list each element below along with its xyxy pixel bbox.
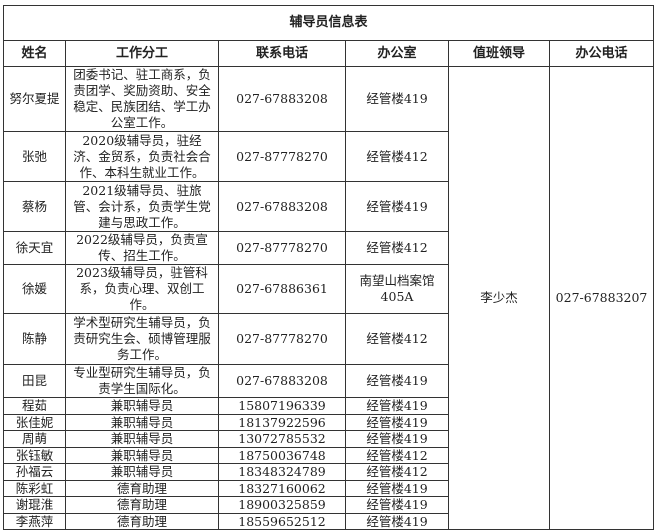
- header-duty-leader: 值班领导: [448, 40, 550, 67]
- phone-cell: 027-87778270: [218, 313, 346, 365]
- office-cell: 经管楼419: [345, 496, 449, 514]
- duty-leader-cell: 李少杰: [448, 66, 550, 530]
- duty-cell: 学术型研究生辅导员，负责研究生会、硕博管理服务工作。: [65, 313, 219, 365]
- office-phone-cell: 027-67883207: [548, 66, 655, 530]
- office-cell: 经管楼412: [345, 313, 449, 365]
- phone-cell: 027-87778270: [218, 131, 346, 182]
- name-cell: 徐天宜: [3, 231, 66, 265]
- duty-cell: 2023级辅导员，驻管科系，负责心理、双创工作。: [65, 264, 219, 314]
- header-office: 办公室: [345, 40, 449, 67]
- phone-cell: 027-67883208: [218, 364, 346, 398]
- counselor-info-table: 辅导员信息表 姓名 工作分工 联系电话 办公室 值班领导 办公电话 努尔夏提 团委…: [2, 5, 655, 530]
- table-row: 李燕萍 德育助理 18559652512 经管楼419: [3, 512, 654, 530]
- phone-cell: 027-67883208: [218, 66, 346, 132]
- phone-cell: 027-87778270: [218, 231, 346, 265]
- table-title: 辅导员信息表: [2, 5, 655, 41]
- table-row: 孙福云 兼职辅导员 18348324789 经管楼412: [3, 463, 654, 481]
- duty-cell: 德育助理: [65, 496, 219, 514]
- duty-cell: 德育助理: [65, 479, 219, 497]
- table-row: 张弛 2020级辅导员，驻经济、金贸系，负责社会合作、本科生就业工作。 027-87…: [3, 131, 654, 182]
- table-row: 徐天宜 2022级辅导员，负责宣传、招生工作。 027-87778270 经管楼412: [3, 231, 654, 265]
- header-phone: 联系电话: [218, 40, 346, 67]
- table-row: 陈静 学术型研究生辅导员，负责研究生会、硕博管理服务工作。 027-87778270…: [3, 313, 654, 365]
- phone-cell: 18750036748: [218, 446, 346, 464]
- header-duty: 工作分工: [65, 40, 219, 67]
- duty-cell: 兼职辅导员: [65, 463, 219, 481]
- table-row: 徐媛 2023级辅导员，驻管科系，负责心理、双创工作。 027-67886361 南望…: [3, 264, 654, 314]
- office-cell: 经管楼412: [345, 231, 449, 265]
- duty-cell: 2020级辅导员，驻经济、金贸系，负责社会合作、本科生就业工作。: [65, 131, 219, 182]
- name-cell: 蔡杨: [3, 181, 66, 232]
- name-cell: 程茹: [3, 397, 66, 415]
- office-cell: 经管楼419: [345, 413, 449, 431]
- phone-cell: 18559652512: [218, 512, 346, 530]
- header-name: 姓名: [3, 40, 66, 67]
- office-cell: 经管楼412: [345, 131, 449, 182]
- phone-cell: 13072785532: [218, 430, 346, 448]
- duty-cell: 团委书记、驻工商系，负责团学、奖励资助、安全稳定、民族团结、学工办公室工作。: [65, 66, 219, 132]
- name-cell: 徐媛: [3, 264, 66, 314]
- phone-cell: 18900325859: [218, 496, 346, 514]
- header-office-phone: 办公电话: [548, 40, 655, 67]
- table-row: 陈彩虹 德育助理 18327160062 经管楼419: [3, 479, 654, 497]
- name-cell: 谢琨淮: [3, 496, 66, 514]
- name-cell: 陈彩虹: [3, 479, 66, 497]
- table-row: 努尔夏提 团委书记、驻工商系，负责团学、奖励资助、安全稳定、民族团结、学工办公室工…: [3, 66, 655, 530]
- duty-cell: 兼职辅导员: [65, 446, 219, 464]
- office-cell: 经管楼419: [345, 430, 449, 448]
- duty-cell: 兼职辅导员: [65, 413, 219, 431]
- office-cell: 经管楼419: [345, 512, 449, 530]
- name-cell: 周萌: [3, 430, 66, 448]
- phone-cell: 18327160062: [218, 479, 346, 497]
- header-row: 姓名 工作分工 联系电话 办公室 值班领导 办公电话: [3, 40, 655, 67]
- name-cell: 李燕萍: [3, 512, 66, 530]
- name-cell: 田昆: [3, 364, 66, 398]
- name-cell: 陈静: [3, 313, 66, 365]
- office-cell: 经管楼419: [345, 181, 449, 232]
- office-cell: 经管楼419: [345, 66, 449, 132]
- name-cell: 张佳妮: [3, 413, 66, 431]
- duty-cell: 专业型研究生辅导员，负责学生国际化。: [65, 364, 219, 398]
- duty-cell: 兼职辅导员: [65, 430, 219, 448]
- office-cell: 经管楼419: [345, 479, 449, 497]
- duty-cell: 兼职辅导员: [65, 397, 219, 415]
- phone-cell: 18137922596: [218, 413, 346, 431]
- duty-cell: 2021级辅导员、驻旅管、会计系，负责学生党建与思政工作。: [65, 181, 219, 232]
- phone-cell: 15807196339: [218, 397, 346, 415]
- office-cell: 经管楼412: [345, 446, 449, 464]
- name-cell: 努尔夏提: [3, 66, 66, 132]
- table-row: 张钰敏 兼职辅导员 18750036748 经管楼412: [3, 446, 654, 464]
- office-cell: 经管楼412: [345, 463, 449, 481]
- phone-cell: 027-67886361: [218, 264, 346, 314]
- phone-cell: 027-67883208: [218, 181, 346, 232]
- duty-cell: 德育助理: [65, 512, 219, 530]
- name-cell: 张弛: [3, 131, 66, 182]
- table-row: 田昆 专业型研究生辅导员，负责学生国际化。 027-67883208 经管楼419: [3, 364, 654, 398]
- name-cell: 孙福云: [3, 463, 66, 481]
- name-cell: 张钰敏: [3, 446, 66, 464]
- office-cell: 经管楼419: [345, 364, 449, 398]
- table-row: 蔡杨 2021级辅导员、驻旅管、会计系，负责学生党建与思政工作。 027-67883…: [3, 181, 654, 232]
- office-cell: 经管楼419: [345, 397, 449, 415]
- table-row: 程茹 兼职辅导员 15807196339 经管楼419: [3, 397, 654, 415]
- office-cell: 南望山档案馆405A: [345, 264, 449, 314]
- phone-cell: 18348324789: [218, 463, 346, 481]
- duty-cell: 2022级辅导员，负责宣传、招生工作。: [65, 231, 219, 265]
